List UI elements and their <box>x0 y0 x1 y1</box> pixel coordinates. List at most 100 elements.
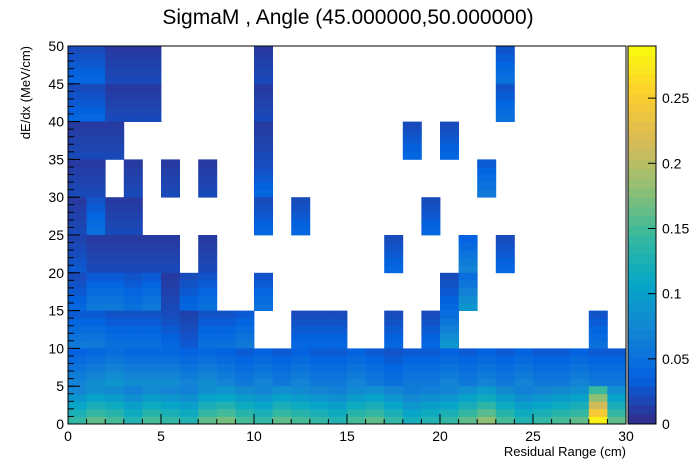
heatmap-cell <box>254 355 273 364</box>
heatmap-cell <box>254 53 273 62</box>
color-scale-step <box>628 55 656 66</box>
heatmap-cell <box>588 310 608 319</box>
heatmap-cell <box>533 393 552 402</box>
heatmap-cell <box>86 265 106 274</box>
heatmap-cell <box>384 265 404 274</box>
heatmap-cell <box>123 76 143 85</box>
heatmap-cell <box>402 129 422 138</box>
heatmap-cell <box>86 197 106 206</box>
color-scale-step <box>628 301 656 312</box>
color-scale-step <box>628 197 656 208</box>
heatmap-cell <box>570 416 590 425</box>
heatmap-cell <box>86 136 106 145</box>
heatmap-cell <box>254 91 273 100</box>
heatmap-cell <box>402 363 422 372</box>
color-scale-label: 0.2 <box>662 155 682 171</box>
heatmap-cell <box>421 386 441 395</box>
heatmap-cell <box>86 348 106 357</box>
heatmap-cell <box>477 371 497 380</box>
heatmap-cell <box>68 250 87 259</box>
heatmap-cell <box>216 378 236 387</box>
heatmap-cell <box>458 378 478 387</box>
heatmap-cell <box>235 310 255 319</box>
heatmap-cell <box>347 393 366 402</box>
heatmap-cell <box>514 393 534 402</box>
heatmap-cell <box>588 386 608 395</box>
heatmap-cell <box>551 401 571 410</box>
heatmap-cell <box>68 363 87 372</box>
heatmap-cell <box>291 355 311 364</box>
heatmap-cell <box>440 144 459 153</box>
heatmap-cell <box>142 53 162 62</box>
color-scale-step <box>628 206 656 217</box>
heatmap-cell <box>216 416 236 425</box>
heatmap-cell <box>198 333 218 342</box>
heatmap-cell <box>161 166 180 175</box>
heatmap-cell <box>570 355 590 364</box>
heatmap-cell <box>86 408 106 417</box>
heatmap-cell <box>458 242 478 251</box>
heatmap-cell <box>161 287 180 296</box>
heatmap-cell <box>254 144 273 153</box>
heatmap-cell <box>254 303 273 311</box>
heatmap-cell <box>291 401 311 410</box>
heatmap-cell <box>142 106 162 115</box>
heatmap-cell <box>105 242 125 251</box>
heatmap-cell <box>328 355 348 364</box>
heatmap-cell <box>477 159 497 168</box>
heatmap-cell <box>142 378 162 387</box>
heatmap-cell <box>216 310 236 319</box>
heatmap-cell <box>105 129 125 138</box>
y-tick-label: 35 <box>48 151 64 167</box>
heatmap-cell <box>347 416 366 425</box>
heatmap-cell <box>533 363 552 372</box>
heatmap-cell <box>123 91 143 100</box>
heatmap-cell <box>309 318 329 327</box>
heatmap-cell <box>105 46 125 54</box>
heatmap-cell <box>68 197 87 206</box>
heatmap-cell <box>86 386 106 395</box>
heatmap-cell <box>68 378 87 387</box>
heatmap-cell <box>402 401 422 410</box>
heatmap-cell <box>198 340 218 349</box>
heatmap-cell <box>588 348 608 357</box>
heatmap-cell <box>123 197 143 206</box>
heatmap-cell <box>68 76 87 85</box>
heatmap-cell <box>68 151 87 160</box>
heatmap-cell <box>105 363 125 372</box>
heatmap-cell <box>347 386 366 395</box>
heatmap-cell <box>607 363 627 372</box>
color-scale-step <box>628 178 656 189</box>
heatmap-cell <box>254 197 273 206</box>
heatmap-cell <box>105 333 125 342</box>
heatmap-cell <box>142 325 162 334</box>
heatmap-cell <box>254 280 273 289</box>
heatmap-cell <box>495 83 515 92</box>
heatmap-cell <box>123 174 143 183</box>
color-scale-step <box>628 112 656 123</box>
heatmap-cell <box>495 46 515 54</box>
heatmap-cell <box>607 371 627 380</box>
y-tick-label: 30 <box>48 189 64 205</box>
heatmap-cell <box>68 393 87 402</box>
heatmap-cell <box>235 393 255 402</box>
heatmap-cell <box>458 257 478 266</box>
heatmap-cell <box>123 386 143 395</box>
heatmap-cell <box>440 386 459 395</box>
heatmap-cell <box>68 242 87 251</box>
heatmap-cell <box>86 174 106 183</box>
heatmap-cell <box>477 174 497 183</box>
heatmap-cell <box>161 363 180 372</box>
heatmap-cell <box>86 235 106 243</box>
heatmap-cell <box>458 295 478 304</box>
heatmap-cell <box>235 348 255 357</box>
heatmap-cell <box>123 257 143 266</box>
heatmap-cell <box>123 189 143 198</box>
color-scale-step <box>628 159 656 170</box>
heatmap-cell <box>179 401 199 410</box>
y-tick-label: 5 <box>56 378 64 394</box>
heatmap-cell <box>291 416 311 425</box>
heatmap-cell <box>309 401 329 410</box>
heatmap-cell <box>142 295 162 304</box>
heatmap-cell <box>179 378 199 387</box>
